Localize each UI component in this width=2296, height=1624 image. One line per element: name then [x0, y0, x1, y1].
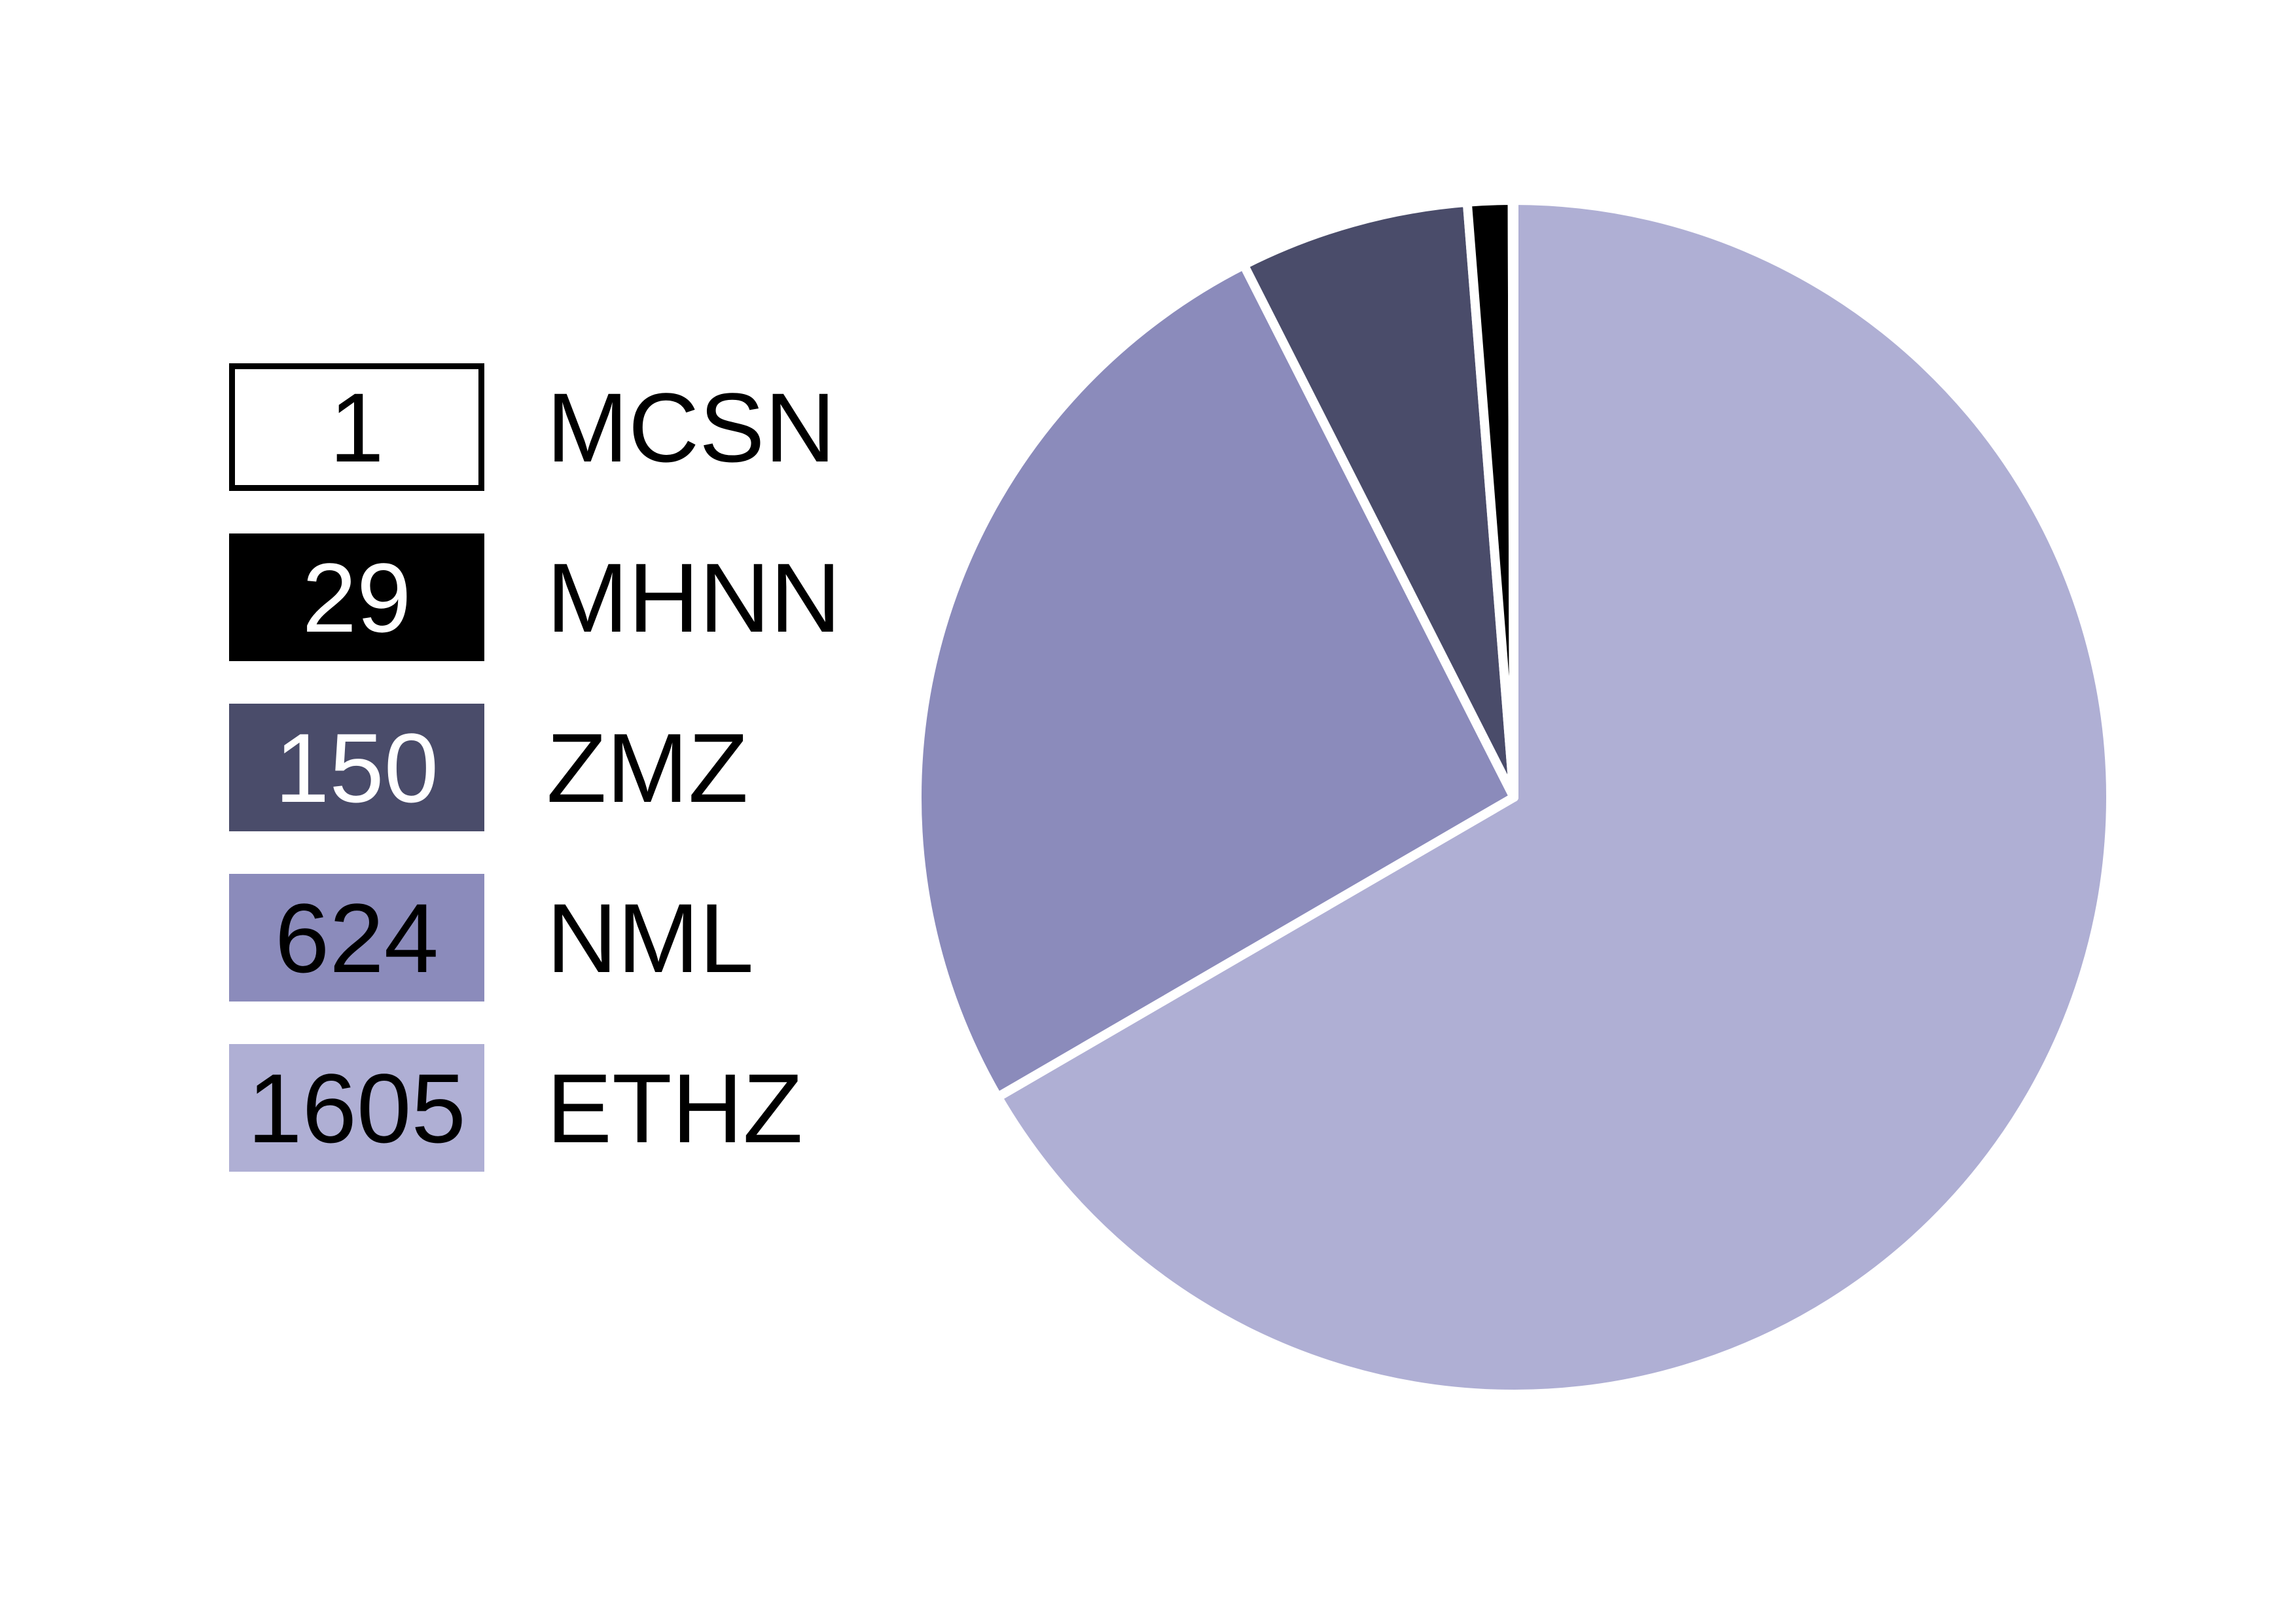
legend-label-ethz: ETHZ	[547, 1053, 803, 1163]
legend-value-mhnn: 29	[302, 542, 412, 653]
legend-item-mhnn: 29 MHNN	[229, 533, 884, 661]
legend-item-nml: 624 NML	[229, 874, 884, 1001]
pie-slice-zmz	[1239, 197, 1518, 802]
legend-label-mhnn: MHNN	[547, 542, 841, 653]
legend-value-zmz: 150	[274, 712, 439, 823]
legend-swatch-ethz: 1605	[229, 1044, 484, 1172]
legend-value-nml: 624	[274, 882, 439, 993]
legend-item-zmz: 150 ZMZ	[229, 704, 884, 831]
legend-value-ethz: 1605	[247, 1053, 466, 1163]
legend-swatch-mhnn: 29	[229, 533, 484, 661]
legend-swatch-zmz: 150	[229, 704, 484, 831]
pie-slice-ethz	[993, 196, 2116, 1399]
legend-label-nml: NML	[547, 882, 754, 993]
legend-item-mcsn: 1 MCSN	[229, 363, 884, 491]
legend-value-mcsn: 1	[329, 372, 384, 482]
legend-item-ethz: 1605 ETHZ	[229, 1044, 884, 1172]
legend-label-zmz: ZMZ	[547, 712, 749, 823]
legend-swatch-nml: 624	[229, 874, 484, 1001]
legend-label-mcsn: MCSN	[547, 372, 836, 482]
legend-swatch-mcsn: 1	[229, 363, 484, 491]
pie-slice-nml	[912, 260, 1518, 1102]
pie-slice-mcsn	[1507, 195, 1518, 802]
